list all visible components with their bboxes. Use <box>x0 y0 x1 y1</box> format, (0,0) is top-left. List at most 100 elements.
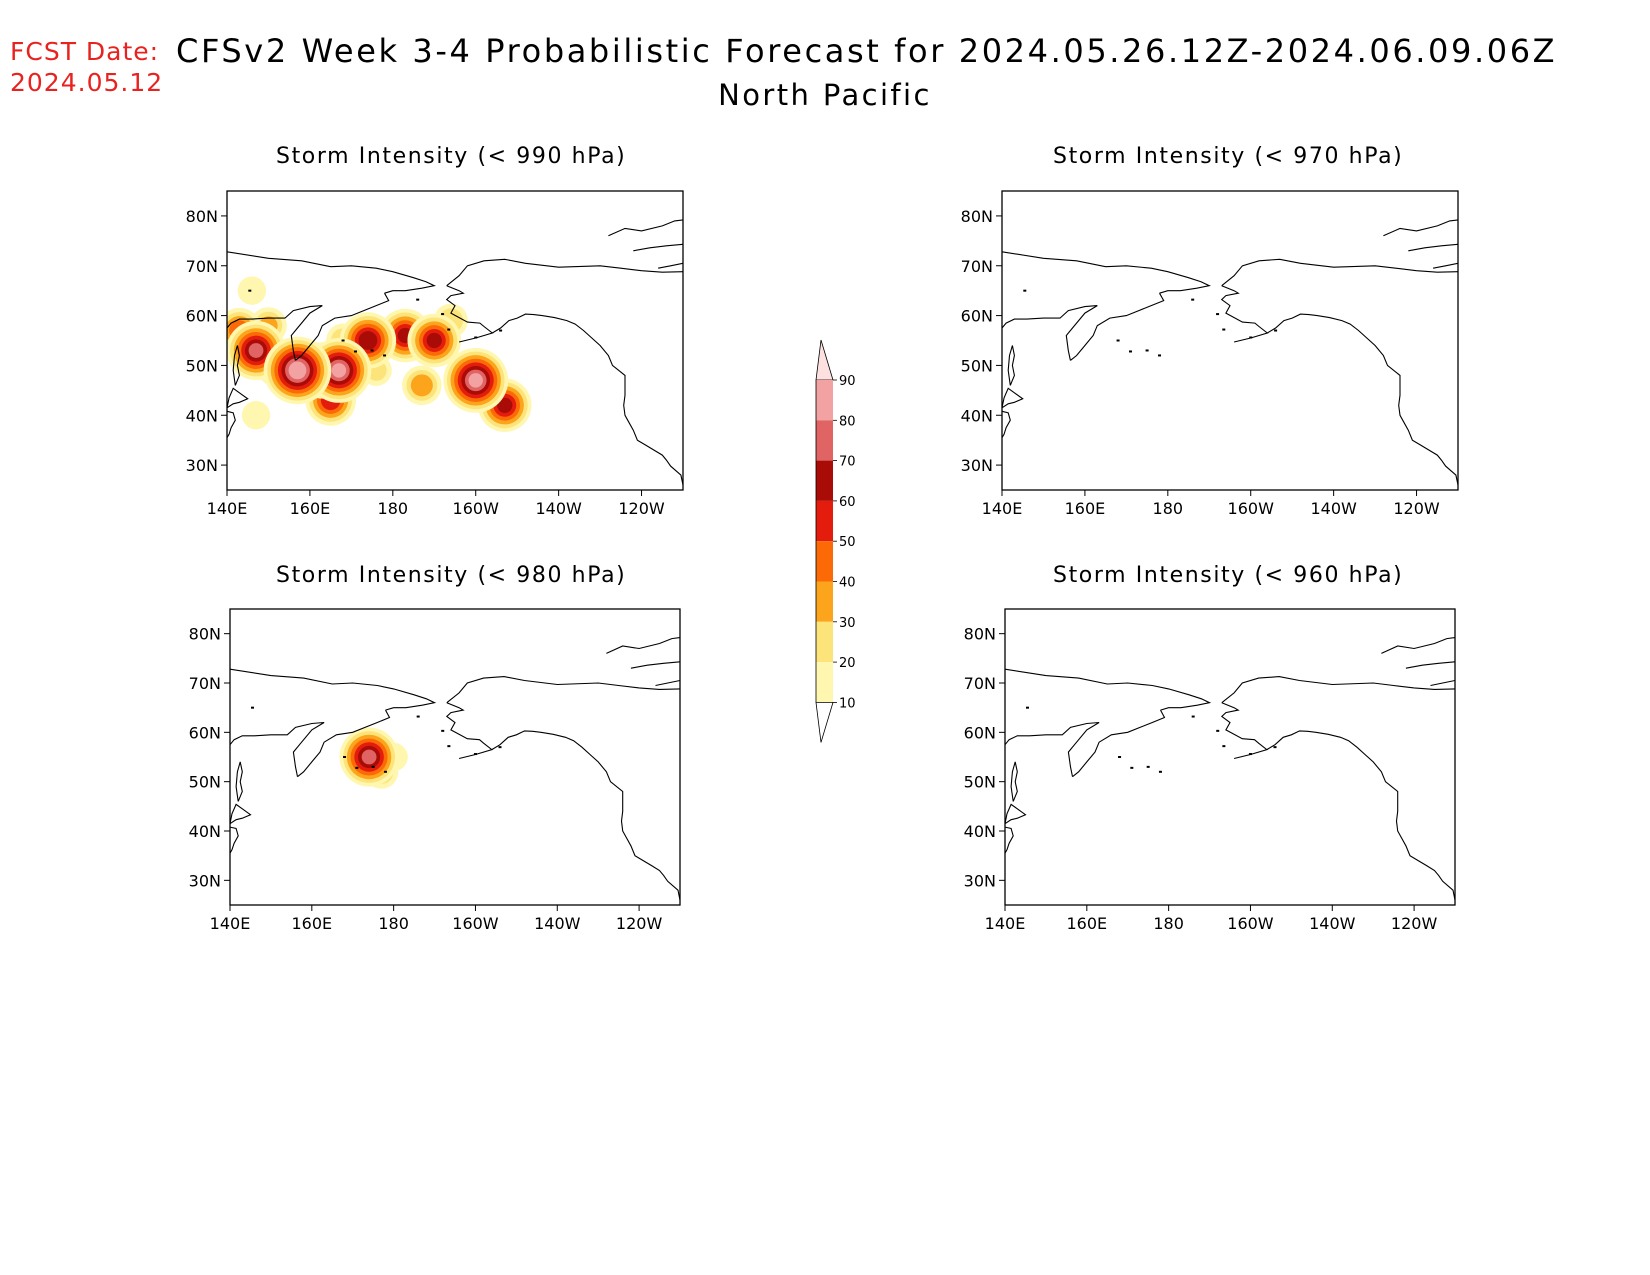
island-9 <box>1023 289 1027 292</box>
island-4 <box>383 770 387 773</box>
island-0 <box>416 298 420 301</box>
x-tick-label: 120W <box>1393 499 1440 518</box>
island-6 <box>343 756 347 758</box>
map-frame <box>229 608 681 906</box>
prob-cell-0-14-60 <box>358 331 378 350</box>
island-8 <box>473 753 477 756</box>
coastline-9 <box>608 219 683 237</box>
main-title: CFSv2 Week 3-4 Probabilistic Forecast fo… <box>176 32 1558 70</box>
colorbar-label: 60 <box>839 495 856 510</box>
colorbar-label: 30 <box>839 616 856 631</box>
x-tick-label: 140W <box>1309 914 1356 933</box>
colorbar-box-2 <box>816 460 833 501</box>
x-tick-label: 120W <box>618 499 665 518</box>
x-tick-label: 160E <box>290 499 331 518</box>
island-5 <box>354 350 358 353</box>
coastline-11 <box>657 262 683 269</box>
island-3 <box>1145 349 1149 352</box>
panel-title-970: Storm Intensity (< 970 hPa) <box>1053 144 1404 169</box>
map-frame <box>1004 608 1456 906</box>
island-7 <box>1274 329 1278 332</box>
x-tick-label: 160E <box>1066 914 1107 933</box>
coastline-4 <box>1221 676 1455 704</box>
coastline-5 <box>491 730 680 901</box>
coastline-10 <box>1408 243 1458 252</box>
island-1 <box>447 745 451 748</box>
map-frame <box>226 190 684 491</box>
prob-cell-0-12-60 <box>497 397 513 413</box>
colorbar-label: 40 <box>839 576 856 591</box>
coastline-5 <box>1266 730 1455 901</box>
panel-title-980: Storm Intensity (< 980 hPa) <box>276 563 627 588</box>
coastline-2 <box>227 305 323 361</box>
coastline-7 <box>227 387 249 409</box>
coastline-1 <box>295 292 390 361</box>
colorbar-box-3 <box>816 500 833 542</box>
coastline-9 <box>606 637 680 654</box>
map-panel-p980: 140E 160E 180 160W 140W 120W 80N 70N 60N 50N 40N 30… <box>189 608 681 933</box>
island-7 <box>499 329 503 332</box>
island-9 <box>248 289 252 292</box>
colorbar-box-1 <box>816 420 833 461</box>
y-tick-label: 60N <box>189 723 221 742</box>
island-4 <box>1158 770 1162 773</box>
y-tick-label: 60N <box>964 723 996 742</box>
prob-cell-0-17-80 <box>468 373 483 388</box>
coastline-8 <box>1002 410 1011 438</box>
island-2 <box>441 729 445 732</box>
island-8 <box>1248 753 1252 756</box>
x-tick-label: 160W <box>1227 914 1274 933</box>
colorbar-label: 50 <box>839 535 856 550</box>
coastline-0 <box>1002 251 1212 294</box>
prob-cell-0-6-30 <box>410 374 433 397</box>
coastline-10 <box>633 243 683 252</box>
island-8 <box>1249 336 1253 339</box>
island-6 <box>1116 339 1120 342</box>
coastline-11 <box>655 679 680 687</box>
colorbar-label: 70 <box>839 455 856 470</box>
coastline-11 <box>1430 679 1455 687</box>
y-tick-label: 30N <box>961 456 993 475</box>
coastline-1 <box>297 709 391 778</box>
panel-title-990: Storm Intensity (< 990 hPa) <box>276 144 627 169</box>
colorbar-bottom-cap <box>815 702 834 743</box>
x-tick-label: 140E <box>210 914 251 933</box>
coastline-3 <box>1220 702 1268 760</box>
y-tick-label: 40N <box>189 822 221 841</box>
colorbar-label: 10 <box>839 696 856 711</box>
island-1 <box>1222 745 1226 748</box>
coastline-2 <box>1002 305 1098 361</box>
coastline-1 <box>1072 709 1166 778</box>
island-2 <box>1216 729 1220 732</box>
island-1 <box>1222 328 1226 331</box>
coastline-8 <box>227 410 236 438</box>
island-5 <box>1130 766 1134 769</box>
x-tick-label: 180 <box>378 499 409 518</box>
y-tick-label: 80N <box>186 207 218 226</box>
coastline-9 <box>1383 219 1458 237</box>
island-5 <box>355 766 359 769</box>
y-tick-label: 50N <box>961 356 993 375</box>
x-tick-label: 140E <box>207 499 248 518</box>
x-tick-label: 140E <box>982 499 1023 518</box>
coastline-0 <box>227 251 437 294</box>
y-tick-label: 70N <box>961 257 993 276</box>
coastline-8 <box>230 826 239 854</box>
coastline-7 <box>230 803 252 825</box>
y-tick-label: 40N <box>964 822 996 841</box>
colorbar-label: 20 <box>839 656 856 671</box>
island-0 <box>416 715 420 718</box>
map-frame <box>1001 190 1459 491</box>
x-tick-label: 160E <box>1065 499 1106 518</box>
island-6 <box>1118 756 1122 758</box>
colorbar-label: 90 <box>839 374 856 389</box>
coastline-6 <box>232 345 240 386</box>
island-9 <box>1026 706 1029 709</box>
island-2 <box>1216 313 1220 316</box>
fcst-date-label: FCST Date: <box>10 37 160 66</box>
x-tick-label: 160W <box>452 914 499 933</box>
colorbar-top-cap <box>815 339 834 381</box>
y-tick-label: 50N <box>189 773 221 792</box>
colorbar-box-0 <box>816 380 833 421</box>
colorbar-box-6 <box>816 621 833 663</box>
